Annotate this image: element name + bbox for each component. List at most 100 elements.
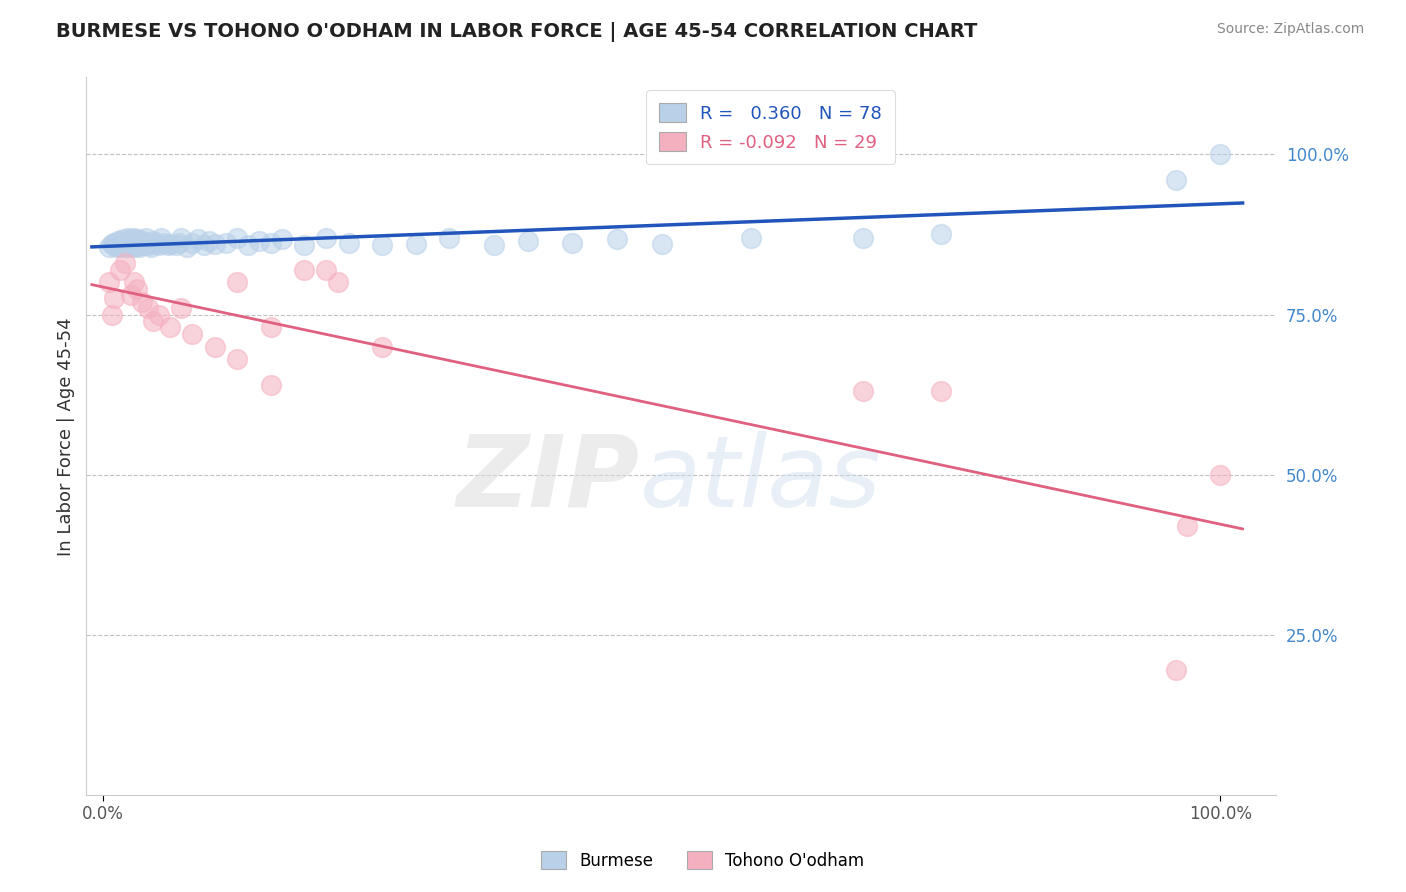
Point — [238, 238, 260, 252]
Point — [120, 238, 142, 252]
Point — [292, 262, 315, 277]
Point — [108, 240, 131, 254]
Text: Source: ZipAtlas.com: Source: ZipAtlas.com — [1216, 22, 1364, 37]
Point — [121, 232, 143, 246]
Point — [165, 238, 187, 252]
Point — [112, 232, 135, 246]
Point — [107, 235, 129, 249]
Point — [606, 232, 628, 246]
Point — [259, 378, 281, 392]
Point — [120, 288, 142, 302]
Point — [97, 276, 120, 290]
Point — [226, 230, 249, 244]
Point — [249, 234, 271, 248]
Point — [134, 238, 156, 252]
Point — [108, 262, 131, 277]
Point — [929, 384, 952, 399]
Point — [181, 326, 204, 341]
Point — [153, 235, 176, 250]
Point — [170, 301, 193, 315]
Point — [561, 235, 583, 250]
Point — [110, 234, 132, 248]
Point — [139, 237, 162, 252]
Text: BURMESE VS TOHONO O'ODHAM IN LABOR FORCE | AGE 45-54 CORRELATION CHART: BURMESE VS TOHONO O'ODHAM IN LABOR FORCE… — [56, 22, 977, 42]
Point — [129, 237, 152, 252]
Point — [108, 237, 131, 252]
Point — [105, 239, 128, 253]
Point — [405, 237, 427, 252]
Point — [112, 237, 135, 252]
Point — [204, 237, 226, 252]
Point — [1175, 519, 1198, 533]
Point — [259, 235, 281, 250]
Point — [142, 234, 165, 248]
Point — [103, 238, 125, 252]
Point — [97, 240, 120, 254]
Point — [131, 294, 153, 309]
Point — [1209, 467, 1232, 482]
Point — [1164, 663, 1187, 677]
Point — [326, 276, 349, 290]
Point — [136, 238, 159, 252]
Point — [516, 234, 538, 248]
Legend: Burmese, Tohono O'odham: Burmese, Tohono O'odham — [534, 845, 872, 877]
Point — [176, 240, 198, 254]
Point — [124, 230, 146, 244]
Point — [128, 240, 150, 254]
Point — [187, 232, 209, 246]
Point — [1164, 173, 1187, 187]
Point — [114, 235, 136, 250]
Point — [159, 237, 181, 252]
Point — [1209, 147, 1232, 161]
Point — [156, 238, 179, 252]
Point — [124, 240, 146, 254]
Point — [259, 320, 281, 334]
Point — [929, 227, 952, 241]
Point — [136, 301, 159, 315]
Point — [103, 292, 125, 306]
Point — [114, 256, 136, 270]
Point — [148, 308, 170, 322]
Point — [118, 235, 141, 250]
Point — [852, 384, 875, 399]
Point — [111, 238, 134, 252]
Point — [167, 235, 190, 250]
Point — [148, 238, 170, 252]
Point — [129, 238, 152, 252]
Point — [159, 320, 181, 334]
Point — [181, 235, 204, 250]
Point — [134, 230, 156, 244]
Point — [132, 235, 155, 250]
Point — [101, 237, 124, 252]
Point — [135, 235, 157, 250]
Point — [215, 235, 238, 250]
Point — [852, 230, 875, 244]
Point — [193, 238, 215, 252]
Point — [114, 240, 136, 254]
Point — [131, 234, 153, 248]
Point — [125, 238, 148, 252]
Point — [482, 238, 505, 252]
Point — [371, 340, 394, 354]
Point — [270, 232, 292, 246]
Point — [145, 237, 167, 252]
Y-axis label: In Labor Force | Age 45-54: In Labor Force | Age 45-54 — [58, 317, 75, 556]
Point — [115, 238, 138, 252]
Point — [142, 314, 165, 328]
Point — [120, 235, 142, 250]
Point — [204, 340, 226, 354]
Point — [170, 230, 193, 244]
Point — [125, 235, 148, 250]
Point — [139, 240, 162, 254]
Point — [127, 232, 149, 246]
Point — [117, 230, 139, 244]
Point — [315, 262, 337, 277]
Point — [292, 238, 315, 252]
Point — [337, 235, 360, 250]
Point — [315, 230, 337, 244]
Point — [226, 276, 249, 290]
Text: atlas: atlas — [640, 431, 882, 528]
Point — [226, 352, 249, 367]
Point — [651, 237, 673, 252]
Point — [122, 237, 145, 252]
